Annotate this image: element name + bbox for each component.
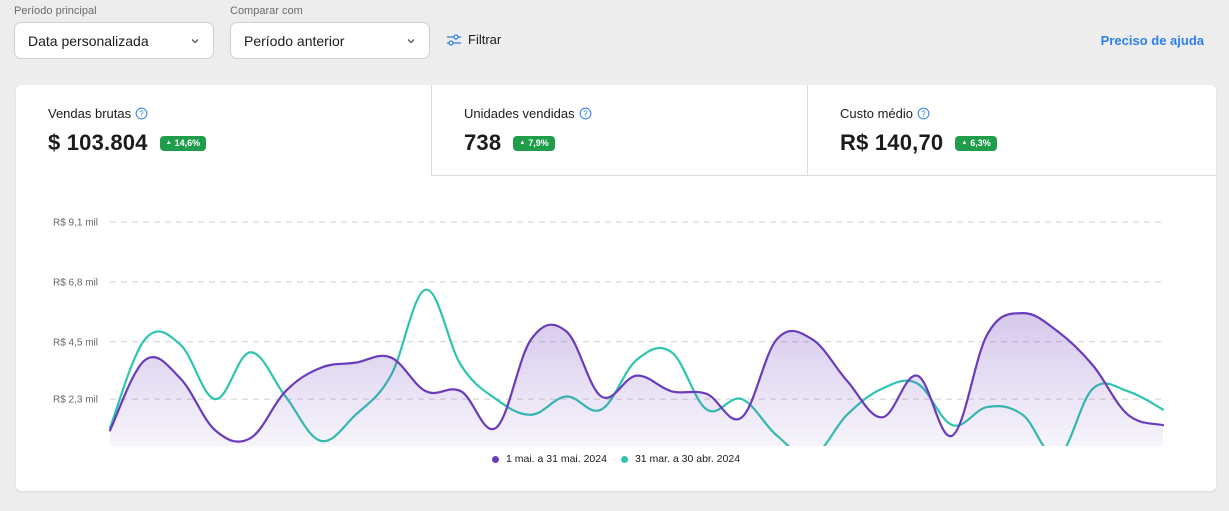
up-arrow-icon: ▲ (519, 139, 526, 146)
legend-label: 31 mar. a 30 abr. 2024 (634, 453, 741, 465)
change-value: 14,6% (174, 137, 201, 148)
compare-period-select[interactable]: Período anterior (230, 22, 430, 59)
y-tick-label: R$ 6,8 mil (53, 277, 98, 288)
help-circle-icon[interactable]: ? (135, 107, 148, 120)
metric-tiles: Vendas brutas ? $ 103.804 ▲ 14,6% Unidade… (16, 85, 1216, 176)
legend-dot (620, 455, 628, 463)
change-badge: ▲ 6,3% (955, 135, 997, 151)
chevron-down-icon (407, 38, 415, 43)
y-tick-label: R$ 2,3 mil (53, 395, 98, 406)
change-badge: ▲ 7,9% (513, 135, 555, 151)
chart-legend: 1 mai. a 31 mai. 2024 31 mar. a 30 abr. … (16, 453, 1216, 465)
chevron-down-icon (191, 38, 199, 43)
metric-tile-units-sold[interactable]: Unidades vendidas ? 738 ▲ 7,9% (431, 85, 807, 176)
legend-item-compare[interactable]: 31 mar. a 30 abr. 2024 (620, 453, 741, 465)
change-value: 6,3% (970, 137, 991, 148)
help-circle-icon[interactable]: ? (917, 107, 930, 120)
y-tick-label: R$ 4,5 mil (53, 337, 98, 348)
primary-period-filter: Período principal Data personalizada (14, 4, 214, 59)
compare-period-filter: Comparar com Período anterior (230, 4, 430, 59)
legend-dot (491, 455, 499, 463)
help-link[interactable]: Preciso de ajuda (1100, 33, 1204, 48)
svg-text:?: ? (583, 109, 588, 118)
legend-item-primary[interactable]: 1 mai. a 31 mai. 2024 (491, 453, 607, 465)
change-value: 7,9% (528, 137, 549, 148)
legend-label: 1 mai. a 31 mai. 2024 (505, 453, 607, 465)
compare-period-value: Período anterior (244, 32, 345, 49)
filter-button-label: Filtrar (468, 32, 502, 47)
series-line-0 (108, 312, 1165, 443)
sales-line-chart: R$ 2,3 mil R$ 4,5 mil R$ 6,8 mil R$ 9,1 mil… (53, 218, 1165, 446)
series-area-0 (110, 313, 1163, 446)
metric-value: $ 103.804 (48, 130, 148, 155)
metric-value: R$ 140,70 (840, 130, 944, 155)
primary-period-value: Data personalizada (28, 32, 149, 49)
up-arrow-icon: ▲ (165, 139, 172, 146)
metric-tile-average-cost[interactable]: Custo médio ? R$ 140,70 ▲ 6,3% (807, 85, 1216, 176)
filter-sliders-icon (447, 33, 461, 46)
change-badge: ▲ 14,6% (159, 135, 207, 151)
metric-value: 738 (464, 130, 502, 155)
metric-label: Vendas brutas (48, 105, 132, 121)
primary-period-label: Período principal (14, 5, 97, 17)
help-circle-icon[interactable]: ? (579, 107, 592, 120)
compare-period-label: Comparar com (230, 5, 303, 17)
svg-text:?: ? (139, 109, 144, 118)
sales-report-card: Vendas brutas ? $ 103.804 ▲ 14,6% Unidade… (16, 85, 1216, 491)
metric-label: Custo médio (840, 105, 913, 121)
y-tick-label: R$ 9,1 mil (53, 218, 98, 229)
up-arrow-icon: ▲ (961, 139, 968, 146)
metric-tile-gross-sales[interactable]: Vendas brutas ? $ 103.804 ▲ 14,6% (16, 85, 431, 176)
metric-label: Unidades vendidas (464, 105, 575, 121)
svg-text:?: ? (921, 109, 926, 118)
filter-button[interactable]: Filtrar (446, 32, 501, 47)
primary-period-select[interactable]: Data personalizada (14, 22, 214, 59)
